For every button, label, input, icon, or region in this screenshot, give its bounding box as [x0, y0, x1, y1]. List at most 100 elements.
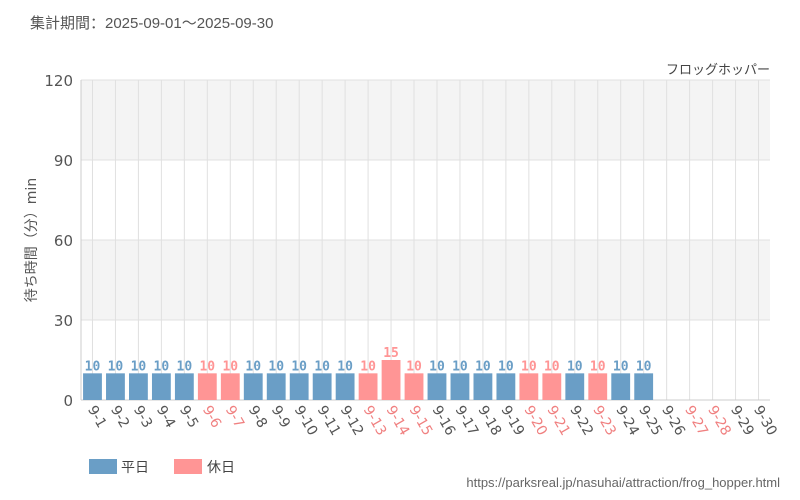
- y-axis-ticks: 0 30 60 90 120: [44, 72, 73, 410]
- x-tick-label: 9-18: [474, 403, 504, 439]
- bar-value-label: 10: [314, 359, 330, 374]
- bar-9-11: [312, 373, 332, 400]
- bar-9-25: [634, 373, 654, 400]
- bar-value-label: 10: [636, 359, 652, 374]
- y-axis-label: 待ち時間（分）min: [24, 178, 40, 302]
- x-tick-label: 9-23: [589, 403, 619, 439]
- x-tick-label: 9-20: [520, 403, 550, 439]
- x-tick-label: 9-24: [612, 403, 642, 439]
- x-tick-label: 9-28: [704, 403, 734, 439]
- bar-9-8: [243, 373, 263, 400]
- bar-value-label: 10: [108, 359, 124, 374]
- x-tick-label: 9-27: [681, 403, 711, 439]
- x-tick-label: 9-9: [268, 403, 293, 431]
- x-tick-label: 9-15: [406, 403, 436, 439]
- bar-9-18: [473, 373, 493, 400]
- x-tick-label: 9-11: [314, 403, 344, 439]
- bar-value-label: 10: [521, 359, 537, 374]
- legend-label-holiday: 休日: [207, 460, 235, 476]
- bar-9-24: [611, 373, 631, 400]
- bar-value-label: 15: [383, 346, 399, 361]
- bar-9-17: [450, 373, 470, 400]
- x-tick-label: 9-29: [727, 403, 757, 439]
- bar-9-6: [197, 373, 217, 400]
- bar-value-label: 10: [268, 359, 284, 374]
- x-axis-ticks: 9-19-29-39-49-59-69-79-89-99-109-119-129…: [84, 403, 780, 439]
- x-tick-label: 9-26: [658, 403, 688, 439]
- bar-9-7: [220, 373, 240, 400]
- bar-value-label: 10: [613, 359, 629, 374]
- period-label: 集計期間：2025-09-01～2025-09-30: [30, 15, 273, 32]
- x-tick-label: 9-6: [199, 403, 224, 431]
- bar-9-10: [289, 373, 309, 400]
- bar-9-5: [174, 373, 194, 400]
- x-tick-label: 9-22: [566, 403, 596, 439]
- x-tick-label: 9-16: [429, 403, 459, 439]
- attraction-name: フロッグホッパー: [666, 62, 770, 77]
- bar-series: [83, 360, 654, 400]
- grid-lines: [80, 79, 770, 401]
- bar-9-19: [496, 373, 516, 400]
- bar-9-20: [519, 373, 539, 400]
- x-tick-label: 9-7: [222, 403, 247, 431]
- bar-value-label: 10: [222, 359, 238, 374]
- x-tick-label: 9-5: [176, 403, 201, 431]
- x-tick-label: 9-12: [337, 403, 367, 439]
- x-tick-label: 9-10: [291, 403, 321, 439]
- bar-data-labels: 10 10 10 10 10 10 10 10 10 10 10 10 10 15 10 10 10 10 10 10…: [85, 346, 652, 374]
- bar-9-3: [129, 373, 148, 400]
- bar-9-13: [358, 373, 378, 400]
- bar-value-label: 10: [498, 359, 514, 374]
- bar-value-label: 10: [590, 359, 606, 374]
- bar-value-label: 10: [406, 359, 422, 374]
- legend-label-weekday: 平日: [121, 460, 149, 476]
- bar-value-label: 10: [360, 359, 376, 374]
- y-tick-label: 30: [54, 312, 73, 330]
- x-tick-label: 9-19: [497, 403, 527, 439]
- x-tick-label: 9-3: [130, 403, 155, 431]
- bar-value-label: 10: [567, 359, 583, 374]
- source-url: https://parksreal.jp/nasuhai/attraction/…: [466, 475, 780, 490]
- bar-9-16: [427, 373, 447, 400]
- bar-9-12: [335, 373, 355, 400]
- x-tick-label: 9-4: [153, 403, 178, 431]
- bar-9-21: [542, 373, 562, 400]
- bar-9-1: [83, 373, 102, 400]
- bar-value-label: 10: [544, 359, 560, 374]
- grid-band: [81, 240, 770, 320]
- bar-9-15: [404, 373, 424, 400]
- x-tick-label: 9-14: [383, 403, 413, 439]
- y-tick-label: 0: [63, 392, 73, 410]
- bar-value-label: 10: [131, 359, 147, 374]
- y-tick-label: 90: [54, 152, 73, 170]
- x-tick-label: 9-30: [750, 403, 780, 439]
- bar-value-label: 10: [452, 359, 468, 374]
- x-tick-label: 9-13: [360, 403, 390, 439]
- y-tick-label: 60: [54, 232, 73, 250]
- x-tick-label: 9-17: [451, 403, 481, 439]
- bar-value-label: 10: [429, 359, 445, 374]
- bar-9-23: [588, 373, 608, 400]
- legend-swatch-weekday: [89, 459, 117, 474]
- bar-value-label: 10: [85, 359, 101, 374]
- bar-value-label: 10: [245, 359, 261, 374]
- x-tick-label: 9-25: [635, 403, 665, 439]
- bar-9-9: [266, 373, 286, 400]
- grid-band: [81, 80, 770, 160]
- x-tick-label: 9-2: [107, 403, 132, 431]
- bar-value-label: 10: [291, 359, 307, 374]
- bar-9-2: [106, 373, 125, 400]
- legend-swatch-holiday: [174, 459, 202, 474]
- x-tick-label: 9-1: [84, 403, 109, 431]
- y-tick-label: 120: [44, 72, 73, 90]
- bar-value-label: 10: [154, 359, 170, 374]
- bar-value-label: 10: [177, 359, 193, 374]
- bar-9-14: [381, 360, 401, 400]
- bar-9-22: [565, 373, 585, 400]
- x-tick-label: 9-8: [245, 403, 270, 431]
- legend: 平日 休日: [89, 459, 235, 476]
- bar-9-4: [151, 373, 171, 400]
- bar-value-label: 10: [337, 359, 353, 374]
- bar-value-label: 10: [475, 359, 491, 374]
